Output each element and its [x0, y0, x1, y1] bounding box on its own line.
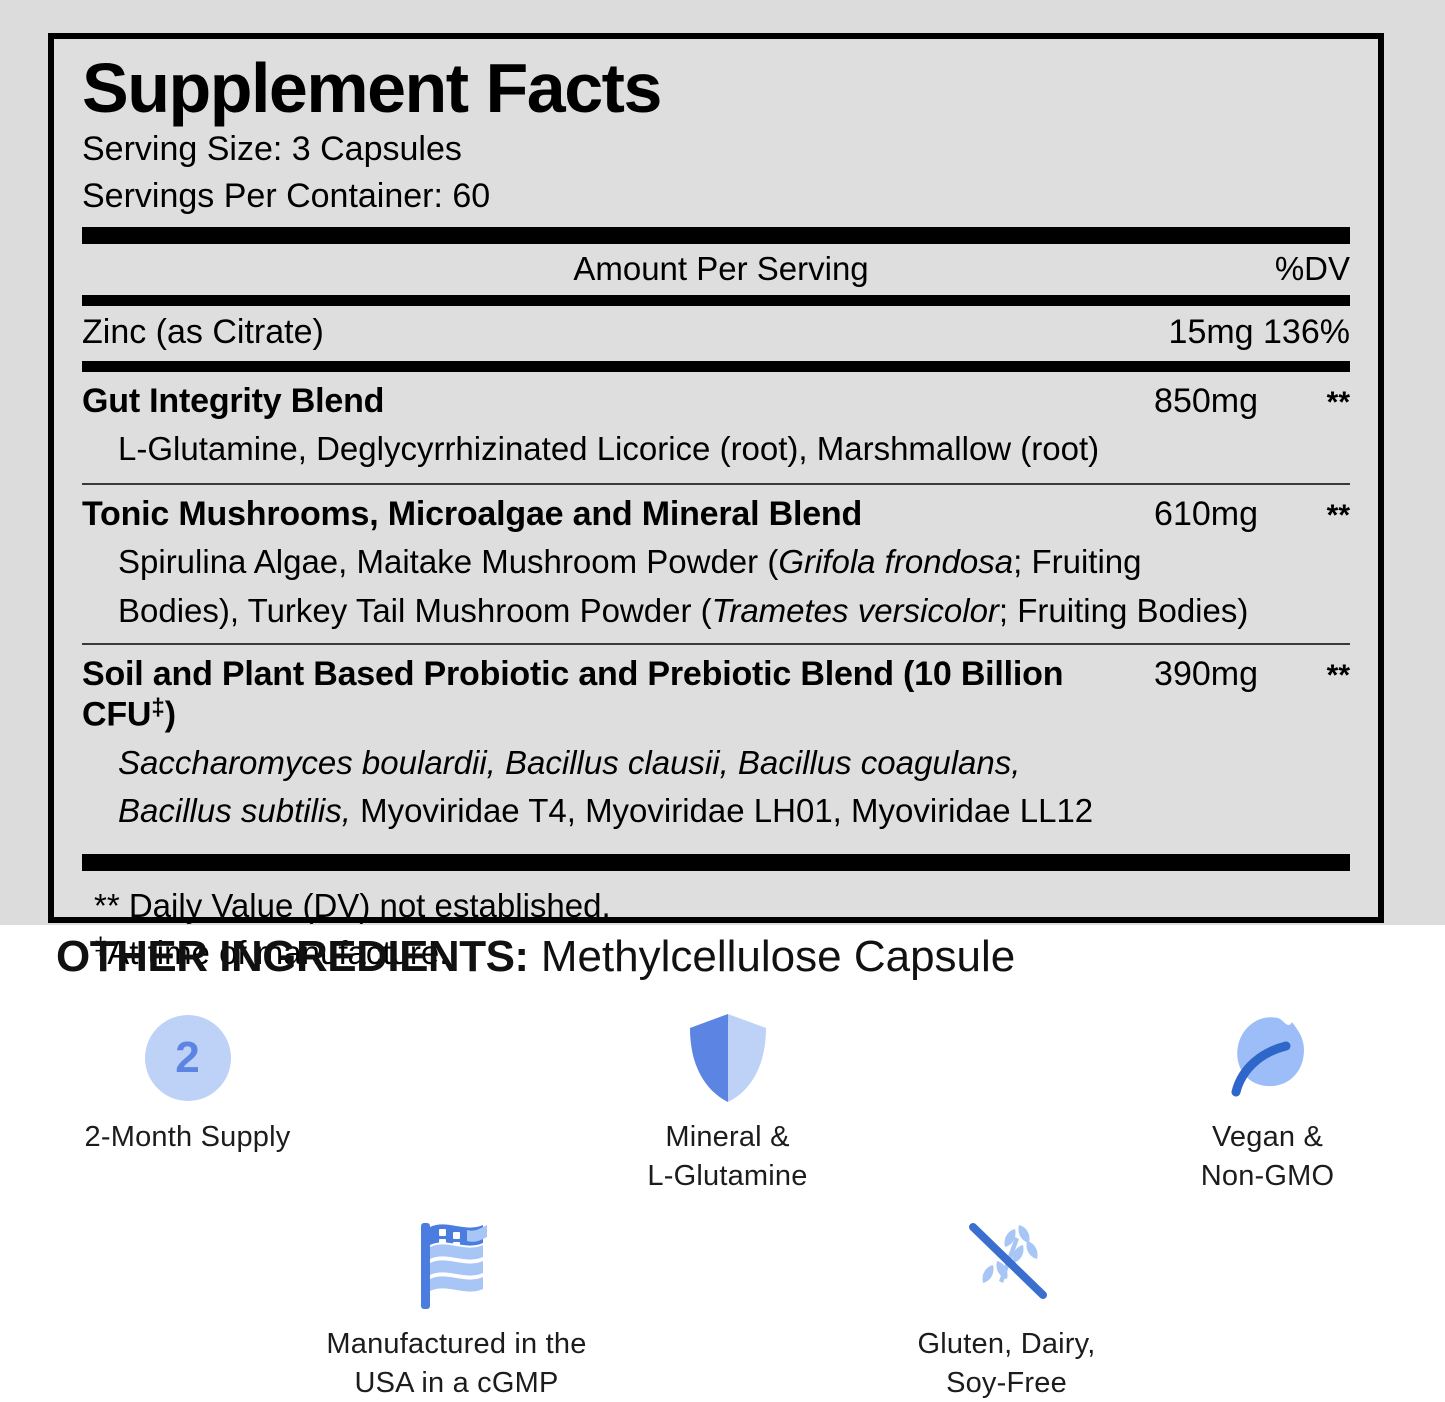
badge-2-month-supply: 2 2-Month Supply	[38, 1010, 338, 1157]
footnote-daily-value: ** Daily Value (DV) not established.	[94, 886, 611, 924]
badge-label-line-1: Manufactured in the	[326, 1328, 587, 1361]
mushroom-ingredients-line-2: Bodies), Turkey Tail Mushroom Powder (Tr…	[118, 587, 1350, 636]
badge-vegan-non-gmo: Vegan & Non-GMO	[1118, 1010, 1418, 1195]
mushroom-blend-dv: **	[1326, 499, 1350, 533]
badge-label-line-1: Mineral &	[665, 1121, 790, 1153]
number-two-circle-icon: 2	[144, 1010, 231, 1106]
probiotic-line2-text: Myoviridae T4, Myoviridae LH01, Myovirid…	[350, 792, 1094, 830]
badge-label: 2-Month Supply	[85, 1118, 291, 1157]
table-header-row: Amount Per Serving %DV	[82, 244, 1350, 295]
badge-label-line-1: 2-Month Supply	[84, 1121, 291, 1153]
page-title: Supplement Facts	[82, 49, 662, 127]
probiotic-blend-dv: **	[1326, 659, 1350, 693]
probiotic-line1-latin: Saccharomyces boulardii, Bacillus clausi…	[118, 743, 1021, 781]
probiotic-blend-title: Soil and Plant Based Probiotic and Prebi…	[82, 655, 1068, 734]
zinc-value: 15mg 136%	[1168, 312, 1350, 351]
badge-label-line-2: USA in a cGMP Facility	[354, 1366, 559, 1399]
servings-per-container: Servings Per Container: 60	[82, 176, 491, 215]
footnote-manufacture-text: At time of manufacture.	[107, 933, 449, 971]
leaf-icon	[1220, 1010, 1316, 1106]
shield-icon	[686, 1010, 770, 1106]
rule-under-zinc	[82, 360, 1350, 372]
badge-row-1: 2 2-Month Supply Mineral & L-Glutamine	[0, 1010, 1445, 1195]
badge-label-line-2: Non-GMO	[1200, 1159, 1335, 1192]
mushroom-line1-text-b: ; Fruiting	[1013, 543, 1142, 581]
badge-label-line-1: Vegan &	[1211, 1121, 1324, 1153]
mushroom-line2-text-a: Bodies), Turkey Tail Mushroom Powder (	[118, 591, 712, 629]
zinc-name: Zinc (as Citrate)	[82, 312, 324, 351]
probiotic-line2-latin: Bacillus subtilis,	[118, 792, 351, 830]
gut-blend-dv: **	[1326, 385, 1350, 419]
badge-manufactured-in-usa: Manufactured in the USA in a cGMP Facili…	[307, 1217, 607, 1402]
probiotic-ingredients-line-2: Bacillus subtilis, Myoviridae T4, Myovir…	[118, 787, 1350, 836]
probiotic-blend-ingredients: Saccharomyces boulardii, Bacillus clausi…	[82, 735, 1350, 846]
badge-label: Vegan & Non-GMO	[1201, 1118, 1335, 1195]
mushroom-ingredients-line-1: Spirulina Algae, Maitake Mushroom Powder…	[118, 538, 1350, 587]
probiotic-title-text: Soil and Plant Based Probiotic and Prebi…	[82, 655, 1064, 734]
badge-label-line-2: Soy-Free	[946, 1366, 1067, 1399]
mushroom-blend-amount: 610mg	[1154, 495, 1258, 534]
wheat-crossed-out-icon	[957, 1217, 1057, 1313]
probiotic-ingredients-line-1: Saccharomyces boulardii, Bacillus clausi…	[118, 739, 1350, 788]
probiotic-title-tail: )	[164, 695, 176, 734]
gut-blend-amount: 850mg	[1154, 381, 1258, 420]
badge-label: Manufactured in the USA in a cGMP Facili…	[307, 1325, 607, 1402]
badge-label-line-1: Gluten, Dairy,	[917, 1328, 1096, 1361]
gut-blend-title: Gut Integrity Blend	[82, 381, 385, 420]
other-ingredients-value: Methylcellulose Capsule	[540, 932, 1016, 981]
mushroom-line2-text-b: ; Fruiting Bodies)	[998, 591, 1249, 629]
header-percent-dv: %DV	[1274, 249, 1350, 287]
badge-label: Mineral & L-Glutamine	[647, 1118, 807, 1195]
rule-under-header	[82, 294, 1350, 306]
mushroom-blend-ingredients: Spirulina Algae, Maitake Mushroom Powder…	[82, 534, 1350, 643]
other-ingredients-label: OTHER INGREDIENTS:	[56, 932, 529, 981]
badge-grid: 2 2-Month Supply Mineral & L-Glutamine	[0, 1010, 1445, 1402]
mushroom-line1-text-a: Spirulina Algae, Maitake Mushroom Powder…	[118, 543, 779, 581]
other-ingredients: OTHER INGREDIENTS: Methylcellulose Capsu…	[56, 932, 1386, 982]
mushroom-blend-title: Tonic Mushrooms, Microalgae and Mineral …	[82, 495, 863, 534]
badge-label-line-2: L-Glutamine	[647, 1159, 808, 1192]
usa-flag-icon	[409, 1217, 505, 1313]
table-row-probiotic-blend: Soil and Plant Based Probiotic and Prebi…	[82, 645, 1350, 734]
probiotic-title-dagger: ‡	[151, 694, 165, 722]
rule-thick-bottom	[82, 853, 1350, 871]
table-row-gut-integrity-blend: Gut Integrity Blend 850mg **	[82, 372, 1350, 421]
rule-between-blends-1	[82, 483, 1350, 486]
badge-gluten-dairy-soy-free: Gluten, Dairy, Soy-Free	[857, 1217, 1157, 1402]
table-row-mushroom-blend: Tonic Mushrooms, Microalgae and Mineral …	[82, 485, 1350, 534]
probiotic-blend-amount: 390mg	[1154, 655, 1258, 694]
mushroom-line2-latin: Trametes versicolor	[711, 591, 999, 629]
mushroom-line1-latin: Grifola frondosa	[778, 543, 1014, 581]
rule-between-blends-2	[82, 643, 1350, 646]
badge-label: Gluten, Dairy, Soy-Free	[918, 1325, 1096, 1402]
badge-row-2: Manufactured in the USA in a cGMP Facili…	[0, 1217, 1445, 1402]
rule-thick-top	[82, 226, 1350, 244]
serving-size: Serving Size: 3 Capsules	[82, 130, 462, 169]
badge-mineral-l-glutamine: Mineral & L-Glutamine	[578, 1010, 878, 1195]
footnote-manufacture: ‡At time of manufacture.	[94, 930, 1350, 977]
header-amount-per-serving: Amount Per Serving	[573, 249, 869, 287]
gut-blend-ingredients: L-Glutamine, Deglycyrrhizinated Licorice…	[118, 429, 1100, 467]
table-row-zinc: Zinc (as Citrate) 15mg 136%	[82, 306, 1350, 361]
footnotes: ** Daily Value (DV) not established. ‡At…	[82, 871, 1350, 977]
badge-number: 2	[144, 1015, 231, 1101]
supplement-facts-panel: Supplement Facts Serving Size: 3 Capsule…	[48, 33, 1384, 971]
footnote-dagger: ‡	[94, 932, 108, 960]
